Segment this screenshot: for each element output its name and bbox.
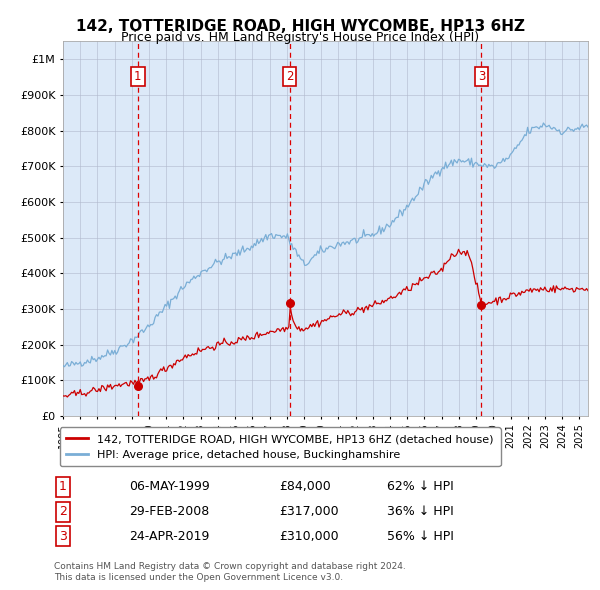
Text: £84,000: £84,000 bbox=[279, 480, 331, 493]
Text: 142, TOTTERIDGE ROAD, HIGH WYCOMBE, HP13 6HZ: 142, TOTTERIDGE ROAD, HIGH WYCOMBE, HP13… bbox=[76, 19, 524, 34]
Text: £317,000: £317,000 bbox=[279, 505, 338, 518]
Text: Price paid vs. HM Land Registry's House Price Index (HPI): Price paid vs. HM Land Registry's House … bbox=[121, 31, 479, 44]
Text: Contains HM Land Registry data © Crown copyright and database right 2024.
This d: Contains HM Land Registry data © Crown c… bbox=[54, 562, 406, 582]
Legend: 142, TOTTERIDGE ROAD, HIGH WYCOMBE, HP13 6HZ (detached house), HPI: Average pric: 142, TOTTERIDGE ROAD, HIGH WYCOMBE, HP13… bbox=[59, 427, 500, 466]
Text: 29-FEB-2008: 29-FEB-2008 bbox=[129, 505, 209, 518]
Text: 3: 3 bbox=[59, 530, 67, 543]
Text: 06-MAY-1999: 06-MAY-1999 bbox=[129, 480, 210, 493]
Text: 2: 2 bbox=[286, 70, 293, 83]
Text: 24-APR-2019: 24-APR-2019 bbox=[129, 530, 209, 543]
Text: 2: 2 bbox=[59, 505, 67, 518]
Text: 36% ↓ HPI: 36% ↓ HPI bbox=[387, 505, 454, 518]
Text: £310,000: £310,000 bbox=[279, 530, 338, 543]
Text: 62% ↓ HPI: 62% ↓ HPI bbox=[387, 480, 454, 493]
Text: 3: 3 bbox=[478, 70, 485, 83]
Text: 1: 1 bbox=[59, 480, 67, 493]
Text: 56% ↓ HPI: 56% ↓ HPI bbox=[387, 530, 454, 543]
Text: 1: 1 bbox=[134, 70, 142, 83]
